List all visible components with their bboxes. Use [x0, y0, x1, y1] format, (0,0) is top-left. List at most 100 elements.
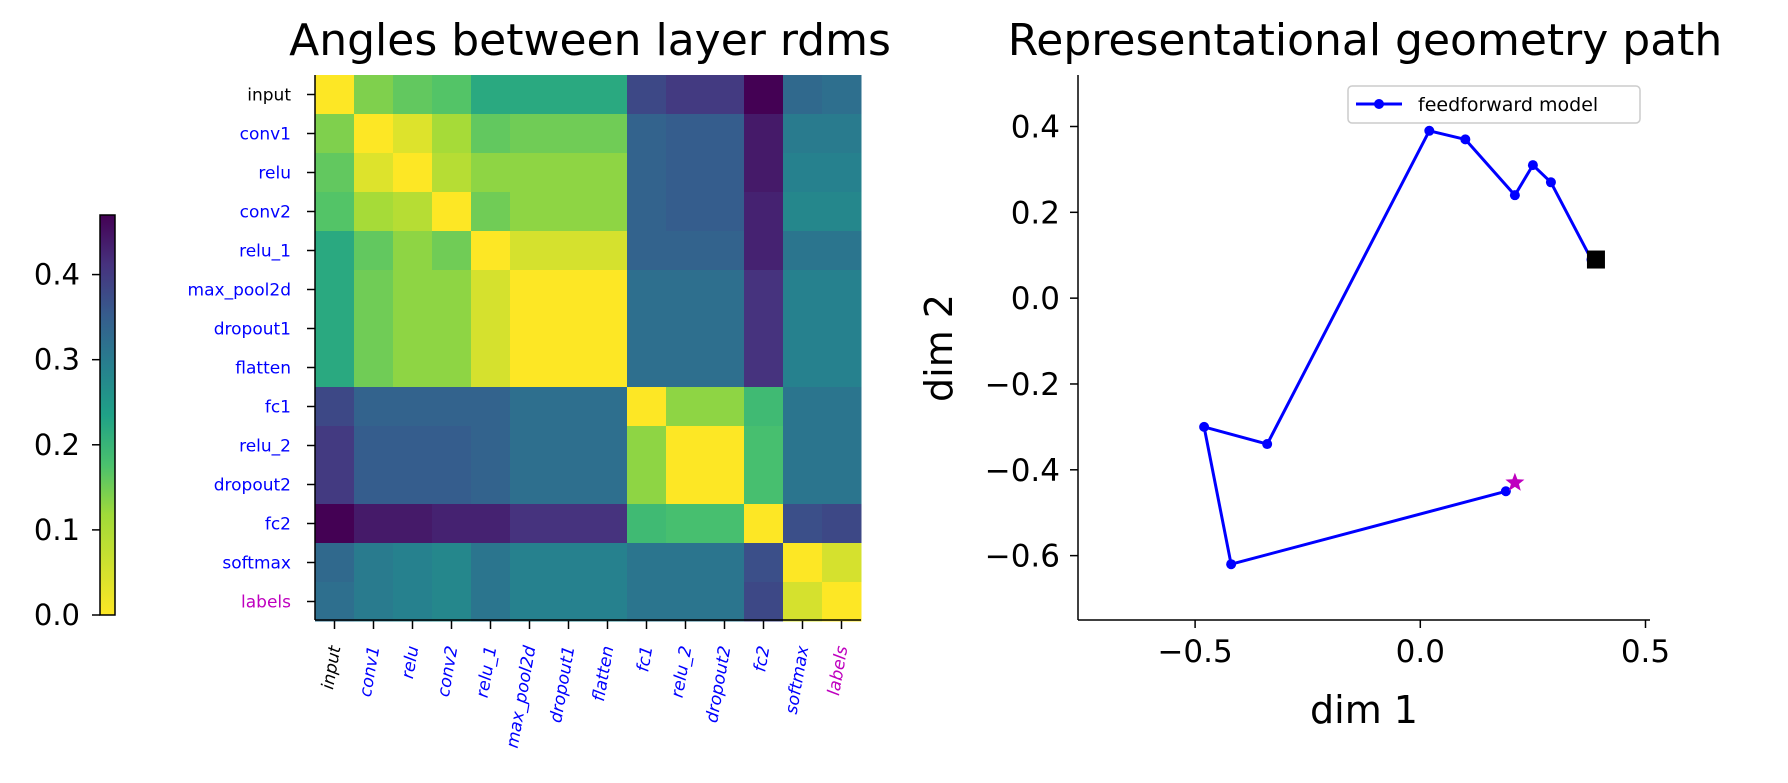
colorbar: 0.0 0.1 0.2 0.3 0.4 [34, 214, 116, 632]
heatmap-cell [705, 465, 745, 505]
series-point [1500, 486, 1511, 497]
heatmap-cell [588, 465, 628, 505]
heatmap-cell [666, 543, 706, 583]
heatmap-cell [471, 426, 511, 466]
heatmap-title: Angles between layer rdms [289, 15, 891, 66]
heatmap-cell [471, 231, 511, 271]
heatmap-cell [705, 192, 745, 232]
row-label: fc1 [265, 398, 291, 418]
heatmap-cell [549, 309, 589, 349]
y-tick-label: 0.0 [1011, 281, 1060, 317]
heatmap-cell [354, 348, 394, 388]
heatmap-cell [627, 114, 667, 154]
row-label: flatten [235, 359, 291, 379]
row-label: conv1 [240, 125, 291, 145]
heatmap-cell [432, 75, 472, 115]
series-point [1226, 559, 1237, 570]
row-label: max_pool2d [188, 281, 291, 301]
heatmap-cell [471, 309, 511, 349]
heatmap-cell [705, 153, 745, 193]
heatmap-cell [783, 192, 823, 232]
heatmap-cell [510, 504, 550, 544]
heatmap-cell [588, 348, 628, 388]
heatmap-cell [627, 582, 667, 622]
heatmap-cell [705, 114, 745, 154]
row-label: input [247, 86, 291, 106]
heatmap-cell [510, 270, 550, 310]
heatmap-cell [627, 270, 667, 310]
heatmap-cell [705, 309, 745, 349]
heatmap-cell [549, 114, 589, 154]
heatmap-cell [705, 504, 745, 544]
heatmap-cell [627, 309, 667, 349]
heatmap-cell [588, 582, 628, 622]
legend-marker [1374, 99, 1384, 109]
heatmap-cell [744, 114, 784, 154]
heatmap-cell [315, 465, 355, 505]
heatmap-cell [315, 192, 355, 232]
heatmap-cell [432, 426, 472, 466]
heatmap-cell [432, 387, 472, 427]
heatmap-cell [783, 465, 823, 505]
x-tick-label: 0.5 [1621, 634, 1670, 670]
colorbar-tick-label: 0.3 [34, 343, 80, 377]
heatmap-cell [471, 465, 511, 505]
heatmap-cell [705, 543, 745, 583]
heatmap-cell [432, 348, 472, 388]
heatmap-cell [822, 192, 862, 232]
heatmap-cell [471, 114, 511, 154]
heatmap-cell [822, 348, 862, 388]
heatmap-cell [783, 270, 823, 310]
series-point [1509, 190, 1520, 201]
heatmap-cell [588, 231, 628, 271]
heatmap-cell [393, 75, 433, 115]
heatmap-cell [666, 309, 706, 349]
series-point [1460, 134, 1471, 145]
heatmap-cell [510, 387, 550, 427]
heatmap-cell [783, 231, 823, 271]
heatmap-cells [315, 75, 862, 622]
heatmap-cell [471, 504, 511, 544]
row-label: softmax [222, 554, 291, 574]
colorbar-tick-label: 0.0 [34, 598, 80, 632]
heatmap-cell [393, 543, 433, 583]
heatmap-cell [744, 231, 784, 271]
x-axis-label: dim 1 [1310, 688, 1418, 732]
heatmap-cell [354, 543, 394, 583]
heatmap-cell [549, 348, 589, 388]
heatmap-cell [315, 231, 355, 271]
heatmap-cell [666, 582, 706, 622]
heatmap-cell [432, 309, 472, 349]
heatmap-cell [588, 387, 628, 427]
heatmap-cell [393, 192, 433, 232]
heatmap-cell [393, 153, 433, 193]
heatmap-cell [822, 504, 862, 544]
heatmap-cell [588, 504, 628, 544]
heatmap-cell [744, 582, 784, 622]
heatmap-cell [432, 465, 472, 505]
y-tick-label: 0.2 [1011, 195, 1060, 231]
heatmap-cell [510, 465, 550, 505]
series-point [1527, 160, 1538, 171]
heatmap-cell [315, 582, 355, 622]
heatmap-cell [549, 231, 589, 271]
heatmap-cell [822, 465, 862, 505]
heatmap-cell [744, 309, 784, 349]
heatmap-cell [705, 582, 745, 622]
row-label: labels [241, 593, 291, 613]
heatmap-cell [744, 543, 784, 583]
y-tick-label: −0.6 [985, 539, 1060, 575]
heatmap-cell [510, 582, 550, 622]
heatmap-cell [744, 504, 784, 544]
heatmap-cell [549, 192, 589, 232]
heatmap-cell [627, 348, 667, 388]
heatmap-cell [783, 387, 823, 427]
heatmap-cell [354, 153, 394, 193]
heatmap-cell [471, 75, 511, 115]
heatmap-cell [510, 231, 550, 271]
heatmap-cell [393, 270, 433, 310]
heatmap-cell [393, 309, 433, 349]
heatmap-cell [666, 75, 706, 115]
heatmap-cell [354, 192, 394, 232]
